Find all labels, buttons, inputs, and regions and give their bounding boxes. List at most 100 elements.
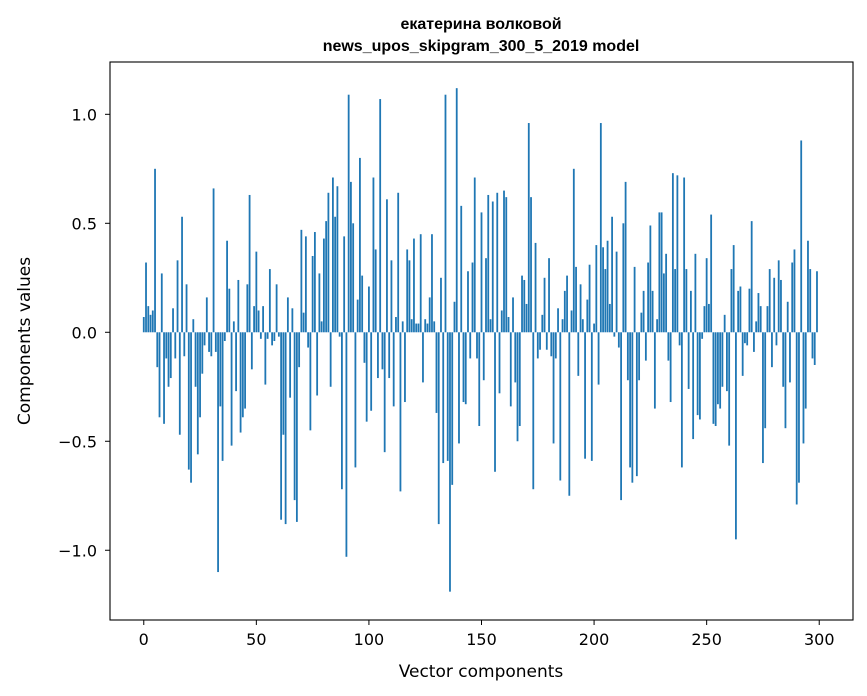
bar-231	[662, 273, 665, 333]
bar-100	[368, 286, 370, 333]
bar-186	[561, 319, 564, 333]
bar-141	[460, 205, 463, 333]
bar-181	[550, 332, 553, 357]
bar-46	[246, 284, 249, 333]
bar-189	[568, 332, 571, 496]
bar-72	[304, 236, 307, 333]
bar-293	[802, 332, 805, 444]
y-tick-label-4: 1.0	[72, 105, 97, 124]
bar-99	[365, 332, 368, 422]
bar-200	[593, 323, 595, 333]
bar-121	[415, 323, 418, 333]
bar-49	[253, 306, 255, 333]
bar-23	[194, 332, 197, 387]
bar-86	[336, 186, 339, 333]
bar-139	[455, 88, 458, 333]
bar-157	[496, 192, 499, 333]
bar-176	[539, 332, 541, 350]
bar-9	[163, 332, 165, 424]
bar-11	[167, 332, 170, 387]
bar-183	[554, 332, 557, 359]
bar-112	[395, 317, 397, 333]
chart-title-line-2: news_upos_skipgram_300_5_2019 model	[323, 38, 640, 55]
bar-13	[172, 308, 174, 333]
bar-118	[408, 260, 411, 333]
bar-59	[275, 284, 278, 333]
bar-123	[419, 234, 422, 333]
bar-276	[764, 332, 767, 429]
bar-77	[316, 332, 319, 396]
y-axis-label: Components values	[15, 257, 35, 425]
bar-145	[469, 332, 472, 359]
bar-208	[611, 216, 613, 333]
bar-270	[750, 221, 753, 333]
bar-180	[548, 258, 550, 333]
bar-57	[271, 332, 274, 346]
bar-238	[678, 332, 681, 346]
bar-196	[584, 332, 586, 459]
bar-68	[295, 332, 298, 522]
bar-167	[518, 332, 521, 427]
bar-269	[748, 288, 751, 333]
x-tick-label-5: 250	[691, 630, 722, 649]
bar-213	[622, 223, 625, 333]
bar-280	[773, 277, 776, 333]
bar-78	[318, 273, 321, 333]
bar-281	[775, 332, 778, 346]
bar-26	[201, 332, 204, 374]
bar-124	[422, 332, 424, 383]
bar-188	[566, 275, 568, 333]
bar-160	[503, 190, 505, 333]
bar-32	[214, 332, 217, 352]
bar-42	[237, 279, 240, 333]
bar-259	[726, 332, 728, 392]
bar-159	[500, 310, 503, 333]
bar-209	[613, 332, 616, 337]
bar-235	[671, 173, 674, 333]
bar-101	[370, 332, 373, 411]
bar-88	[341, 332, 343, 490]
bar-252	[710, 214, 713, 333]
bar-247	[699, 332, 701, 420]
bar-187	[563, 290, 566, 333]
bar-108	[386, 199, 388, 333]
bar-164	[512, 297, 514, 333]
bar-154	[489, 319, 492, 333]
bar-45	[244, 332, 246, 409]
bar-138	[453, 301, 456, 333]
bar-165	[514, 332, 517, 383]
bar-193	[577, 332, 580, 376]
bar-55	[266, 332, 269, 339]
bar-298	[813, 332, 816, 365]
bar-34	[219, 332, 222, 407]
bar-126	[426, 323, 429, 333]
bar-220	[638, 332, 641, 381]
bar-135	[446, 332, 449, 461]
bar-12	[169, 332, 172, 379]
bar-7	[158, 332, 161, 418]
bar-8	[160, 273, 163, 333]
bar-58	[273, 332, 276, 341]
bar-226	[651, 290, 654, 333]
plot-frame	[109, 61, 854, 621]
bar-288	[791, 262, 794, 333]
bar-38	[228, 288, 231, 333]
bar-24	[196, 332, 199, 455]
bar-229	[658, 212, 661, 333]
bar-130	[435, 332, 438, 413]
bar-102	[372, 177, 375, 333]
bar-161	[505, 197, 508, 333]
bar-53	[262, 306, 264, 333]
bar-291	[798, 332, 800, 483]
bar-243	[689, 290, 692, 333]
bar-227	[653, 332, 656, 409]
bar-254	[714, 332, 717, 427]
bar-15	[176, 260, 179, 333]
bar-262	[732, 245, 735, 333]
bar-27	[203, 332, 206, 346]
bar-260	[728, 332, 731, 446]
bar-64	[286, 297, 289, 333]
bar-95	[356, 299, 359, 333]
bar-233	[667, 332, 670, 361]
